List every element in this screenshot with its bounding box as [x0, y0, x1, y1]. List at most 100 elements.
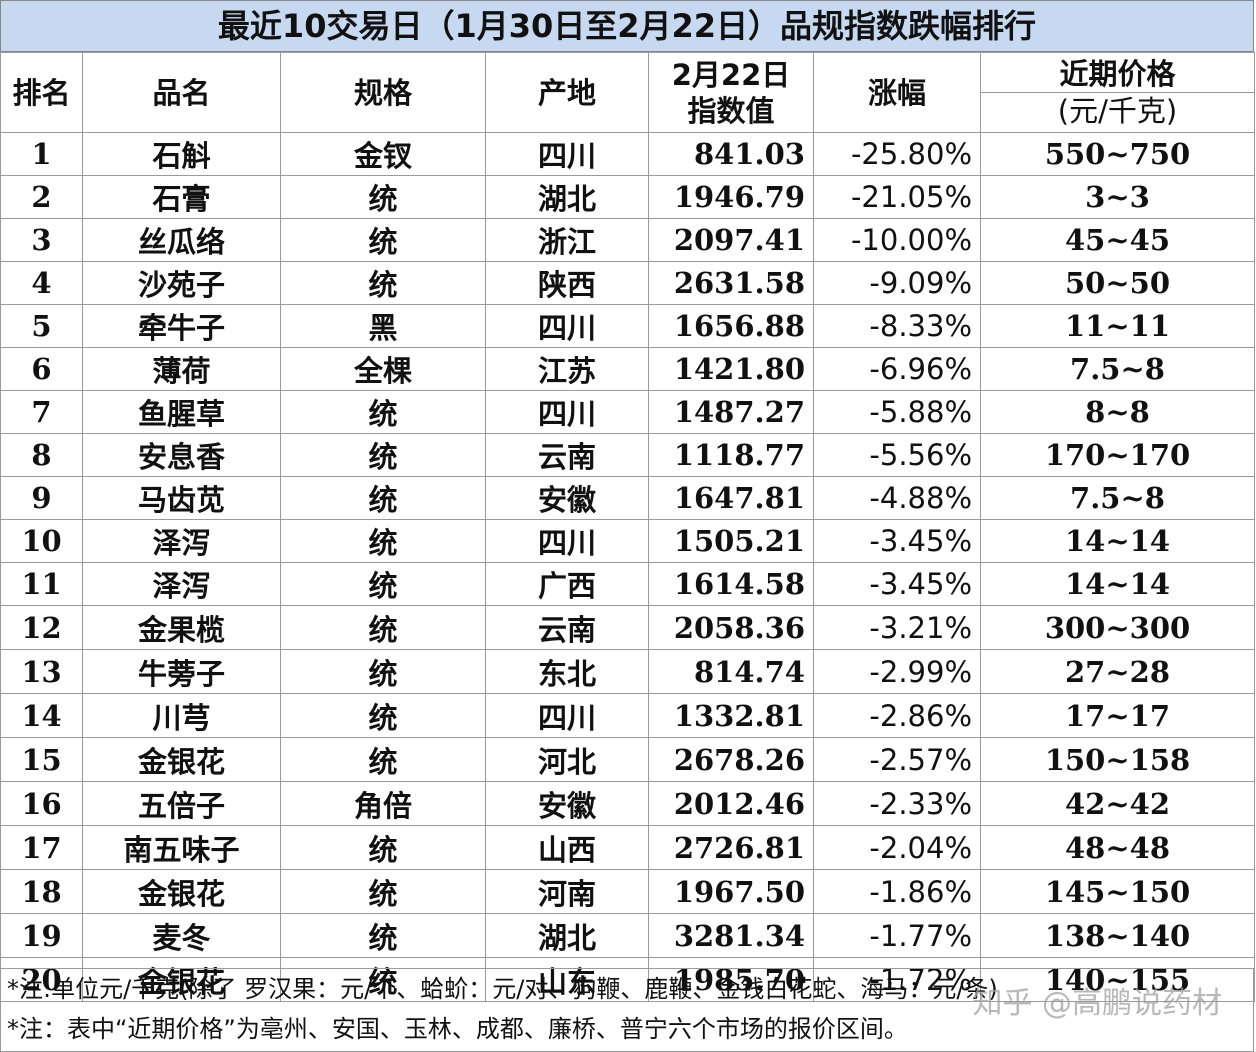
header-text: 指数值 — [687, 93, 775, 128]
table-cell: 统 — [280, 825, 486, 870]
table-cell: 18 — [0, 869, 83, 914]
table-cell: 丝瓜络 — [82, 218, 281, 262]
cell-text: -2.57% — [869, 742, 972, 777]
table-cell: 山东 — [485, 957, 649, 1002]
table-cell: 马齿苋 — [82, 476, 281, 520]
table-cell: 1656.88 — [648, 304, 814, 348]
table-cell: 2097.41 — [648, 218, 814, 262]
cell-text: 14 — [21, 698, 62, 733]
table-cell: 11 — [0, 562, 83, 606]
table-row: 16 五倍子 角倍 安徽 2012.46 -2.33% 42~42 — [0, 781, 1255, 826]
cell-text: 薄荷 — [152, 354, 211, 388]
table-cell: 1967.50 — [648, 869, 814, 914]
table-cell: 山西 — [485, 825, 649, 870]
note: *注:单位元/千克(除了 罗汉果：元/个、蛤蚧：元/对、狗鞭、鹿鞭、金钱白花蛇、… — [7, 975, 998, 1003]
table-cell: -6.96% — [813, 347, 981, 391]
table-cell: 4 — [0, 261, 83, 305]
table-cell: 14 — [0, 693, 83, 738]
table-cell: 四川 — [485, 693, 649, 738]
table-body: 1 石斛 金钗 四川 841.03 -25.80% 550~750 2 石膏统湖北 1946.79… — [0, 132, 1255, 1002]
table-cell: 牛蒡子 — [82, 649, 281, 694]
cell-text: -25.80% — [850, 137, 972, 171]
table-cell: 统 — [280, 649, 486, 694]
cell-text: 马齿苋 — [137, 483, 225, 517]
cell-text: 统 — [368, 397, 398, 431]
cell-text: 550~750 — [1044, 137, 1191, 171]
table-cell: -3.45% — [813, 519, 981, 563]
table-cell: 统 — [280, 175, 486, 219]
table-cell: 2726.81 — [648, 825, 814, 870]
table-cell: 四川 — [485, 519, 649, 563]
table-row: 1 石斛 金钗 四川 841.03 -25.80% 550~750 — [0, 132, 1255, 176]
cell-text: 5 — [31, 309, 52, 343]
cell-text: 8 — [31, 438, 52, 472]
table-cell: 薄荷 — [82, 347, 281, 391]
table-cell: 1946.79 — [648, 175, 814, 219]
table-cell: 金果榄 — [82, 605, 281, 650]
table-cell: 1647.81 — [648, 476, 814, 520]
table-cell: 统 — [280, 869, 486, 914]
cell-text: 14~14 — [1064, 524, 1170, 558]
cell-text: -1.86% — [869, 874, 972, 909]
cell-text: 150~158 — [1044, 742, 1191, 777]
header-text: 近期价格 — [1059, 57, 1176, 91]
cell-text: 48~48 — [1064, 830, 1170, 865]
cell-text: 统 — [368, 225, 398, 259]
table-row: 19 麦冬 统 湖北 3281.34 -1.77% 138~140 — [0, 913, 1255, 958]
table-cell: 14~14 — [980, 562, 1255, 606]
table-cell: 江苏 — [485, 347, 649, 391]
cell-text: 金钗 — [353, 139, 412, 173]
table-row: 18 金银花 统 河南 1967.50 -1.86% 145~150 — [0, 869, 1255, 914]
cell-text: -8.33% — [869, 309, 972, 343]
table-cell: 2678.26 — [648, 737, 814, 782]
table-cell: 安徽 — [485, 781, 649, 826]
cell-text: 11~11 — [1064, 309, 1170, 343]
header-text: 涨幅 — [867, 75, 926, 110]
table-cell: 统 — [280, 913, 486, 958]
cell-text: 45~45 — [1064, 223, 1170, 257]
header-text: 品名 — [152, 75, 211, 110]
table-row: 11 泽泻 统 广西 1614.58 -3.45% 14~14 — [0, 562, 1255, 606]
table-cell: -2.99% — [813, 649, 981, 694]
cell-text: 黑 — [368, 311, 398, 345]
cell-text: 3 — [31, 223, 52, 257]
table-cell: 2012.46 — [648, 781, 814, 826]
cell-text: -5.88% — [869, 395, 972, 429]
cell-text: -1.77% — [869, 918, 972, 953]
table-cell: 1421.80 — [648, 347, 814, 391]
cell-text: 1332.81 — [673, 698, 805, 733]
table-cell: 四川 — [485, 304, 649, 348]
table-cell: 云南 — [485, 605, 649, 650]
table-cell: -1.77% — [813, 913, 981, 958]
table-row: 17 南五味子 统 山西 2726.81 -2.04% 48~48 — [0, 825, 1255, 870]
cell-text: 170~170 — [1044, 438, 1191, 472]
cell-text: 泽泻 — [152, 526, 211, 560]
cell-text: 统 — [368, 526, 398, 560]
cell-text: 1 — [31, 137, 52, 171]
table-cell: 1487.27 — [648, 390, 814, 434]
cell-text: 统 — [368, 920, 398, 955]
table-cell: 8 — [0, 433, 83, 477]
cell-text: 金银花 — [137, 964, 225, 999]
table-cell: 3~3 — [980, 175, 1255, 219]
table-row: 8 安息香 统 云南 1118.77 -5.56% 170~170 — [0, 433, 1255, 477]
table-cell: 麦冬 — [82, 913, 281, 958]
table-row: 5 牵牛子 黑 四川 1656.88 -8.33% 11~11 — [0, 304, 1255, 348]
cell-text: 2012.46 — [673, 786, 805, 821]
table-cell: 统 — [280, 957, 486, 1002]
cell-text: 16 — [21, 786, 62, 821]
table-cell: -21.05% — [813, 175, 981, 219]
cell-text: 统 — [368, 268, 398, 302]
table-cell: 泽泻 — [82, 519, 281, 563]
cell-text: 川芎 — [152, 700, 211, 735]
table-title: 最近10交易日（1月30日至2月22日）品规指数跌幅排行 — [0, 0, 1254, 52]
table-cell: 17~17 — [980, 693, 1255, 738]
cell-text: -3.45% — [869, 524, 972, 558]
cell-text: -2.99% — [869, 654, 972, 689]
cell-text: 2 — [31, 180, 52, 214]
table-cell: 1332.81 — [648, 693, 814, 738]
table-cell: 泽泻 — [82, 562, 281, 606]
cell-text: 15 — [21, 742, 62, 777]
table-cell: 14~14 — [980, 519, 1255, 563]
cell-text: 1656.88 — [673, 309, 805, 343]
